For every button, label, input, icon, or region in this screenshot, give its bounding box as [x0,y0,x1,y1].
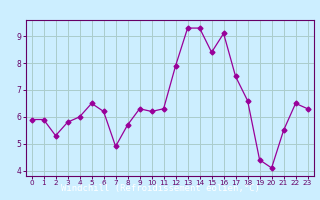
Text: Windchill (Refroidissement éolien,°C): Windchill (Refroidissement éolien,°C) [60,184,260,194]
